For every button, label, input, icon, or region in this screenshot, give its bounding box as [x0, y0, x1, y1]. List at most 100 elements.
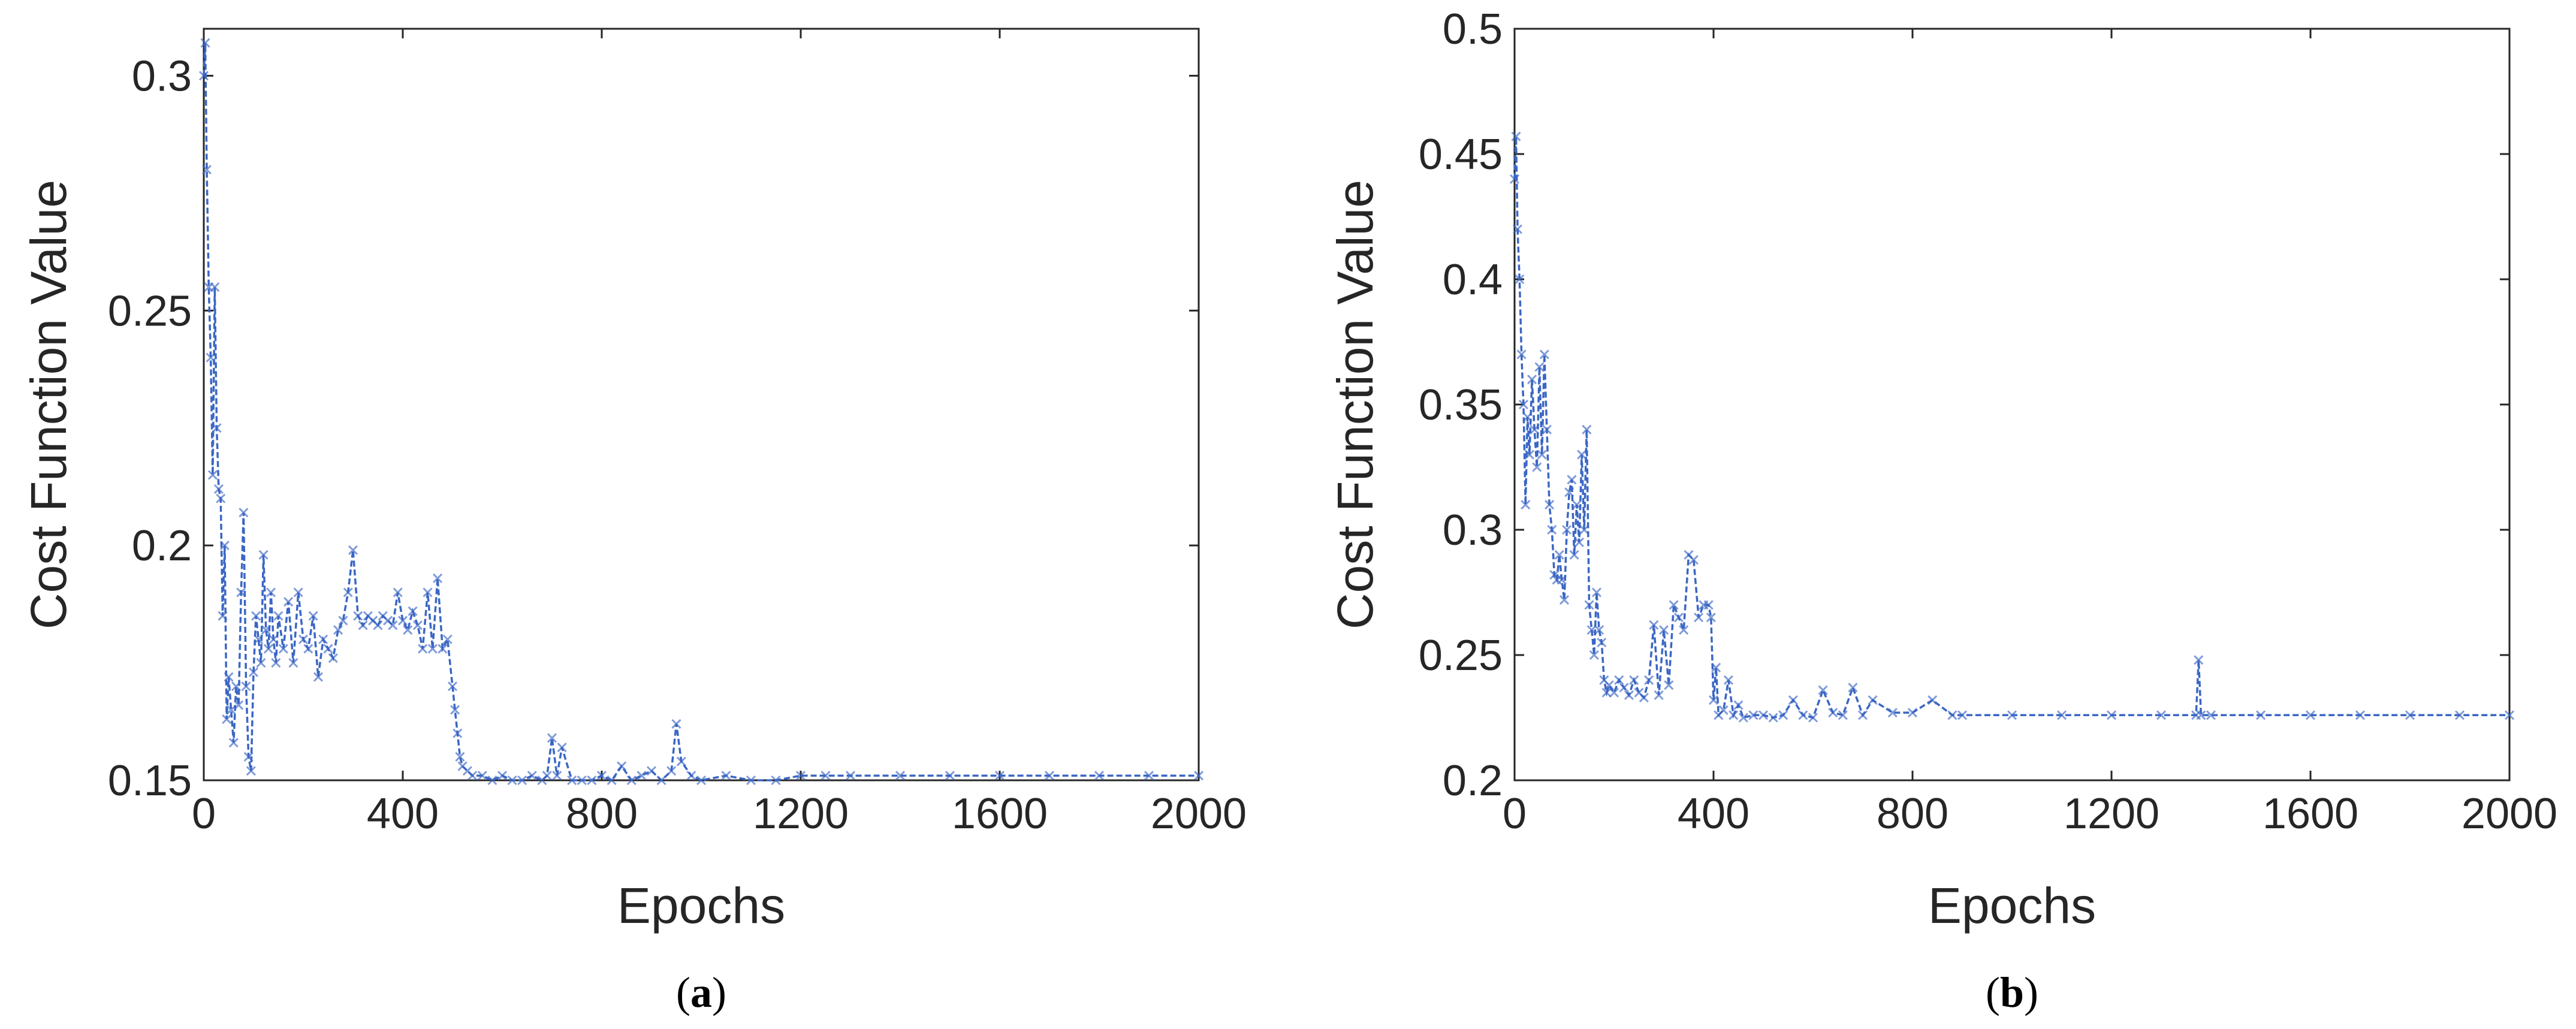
data-point-a-15 [228, 738, 239, 748]
data-point-a-44 [328, 653, 338, 663]
series-group-a [198, 38, 1204, 786]
data-point-b-69 [1738, 713, 1748, 723]
data-point-b-1 [1511, 131, 1521, 141]
caption-b: (b) [1986, 968, 2038, 1016]
data-point-a-34 [278, 644, 288, 654]
x-tick-label-a-2: 800 [566, 790, 638, 838]
data-point-a-66 [438, 644, 448, 654]
data-point-b-9 [1527, 375, 1537, 385]
data-point-a-76 [487, 775, 497, 786]
data-point-b-47 [1639, 692, 1649, 703]
y-tick-label-a-0: 0.15 [108, 757, 192, 805]
data-point-a-12 [222, 714, 232, 725]
data-point-a-80 [527, 771, 537, 781]
plot-area-b [1513, 28, 2511, 781]
data-point-b-62 [1708, 695, 1719, 705]
data-point-b-78 [1828, 708, 1838, 718]
x-tick-label-b-2: 800 [1877, 790, 1948, 838]
data-point-a-102 [746, 775, 756, 786]
data-point-a-25 [254, 634, 264, 644]
data-point-a-57 [393, 587, 403, 598]
data-point-a-53 [373, 620, 383, 630]
y-tick-label-b-5: 0.45 [1419, 131, 1503, 179]
y-tick-label-a-1: 0.2 [132, 522, 192, 570]
data-point-a-41 [313, 672, 323, 682]
data-point-b-50 [1654, 690, 1664, 700]
data-point-b-60 [1703, 600, 1714, 610]
data-point-b-86 [1947, 710, 1957, 720]
data-point-b-44 [1624, 690, 1634, 700]
data-point-b-75 [1798, 710, 1808, 720]
data-point-b-29 [1576, 449, 1587, 460]
data-point-b-30 [1579, 524, 1589, 535]
data-point-b-65 [1718, 705, 1729, 716]
data-point-a-46 [338, 615, 348, 626]
data-point-a-42 [318, 634, 328, 644]
data-point-a-56 [388, 620, 398, 630]
data-point-a-97 [671, 719, 681, 729]
data-point-a-69 [450, 705, 460, 715]
data-point-a-59 [403, 625, 413, 635]
data-point-b-17 [1547, 524, 1557, 535]
data-point-b-0 [1509, 174, 1520, 184]
data-point-b-72 [1768, 713, 1778, 723]
data-point-a-107 [895, 771, 906, 781]
data-point-b-36 [1594, 625, 1604, 635]
x-axis-ticks-a: 0 400 800 1200 1600 2000 [192, 29, 1247, 838]
x-axis-ticks-b: 0 400 800 1200 1600 2000 [1503, 29, 2557, 838]
data-point-a-47 [343, 587, 353, 598]
data-point-a-2 [201, 165, 212, 175]
data-point-b-49 [1649, 620, 1659, 630]
data-point-a-78 [507, 775, 517, 786]
data-point-a-40 [308, 611, 318, 621]
data-point-b-21 [1557, 575, 1567, 585]
data-point-b-74 [1788, 695, 1798, 705]
data-point-a-77 [497, 771, 508, 781]
x-tick-label-a-4: 1600 [952, 790, 1048, 838]
data-point-a-70 [453, 728, 463, 738]
data-point-a-64 [427, 644, 438, 654]
data-point-a-30 [266, 587, 276, 598]
data-point-b-97 [2305, 710, 2316, 720]
x-axis-label-a: Epochs [617, 877, 785, 934]
data-point-a-91 [617, 761, 627, 771]
data-point-b-52 [1664, 680, 1674, 690]
data-point-a-20 [241, 681, 251, 692]
data-point-b-35 [1591, 587, 1602, 598]
data-point-a-43 [323, 644, 333, 654]
data-point-a-95 [656, 775, 666, 786]
data-point-a-92 [626, 775, 637, 786]
data-point-a-14 [226, 705, 236, 715]
data-point-b-40 [1604, 680, 1614, 690]
data-point-b-34 [1589, 650, 1599, 660]
data-point-a-19 [239, 508, 249, 518]
data-point-b-85 [1928, 695, 1938, 705]
y-axis-ticks-b: 0.2 0.25 0.3 0.35 0.4 0.45 0.5 [1419, 5, 2509, 805]
data-point-b-31 [1582, 424, 1592, 434]
data-point-b-8 [1524, 449, 1534, 460]
data-point-a-21 [243, 752, 254, 762]
data-point-a-10 [218, 611, 228, 621]
data-point-b-27 [1571, 500, 1582, 510]
data-point-b-79 [1838, 710, 1848, 720]
data-point-a-29 [263, 644, 273, 654]
x-tick-label-b-0: 0 [1503, 790, 1527, 838]
data-point-b-22 [1559, 595, 1570, 605]
data-point-b-5 [1518, 399, 1529, 410]
data-point-a-106 [845, 771, 856, 781]
data-point-b-53 [1669, 600, 1679, 610]
data-point-a-108 [945, 771, 955, 781]
data-point-a-68 [447, 681, 458, 692]
data-point-a-50 [358, 620, 368, 630]
data-point-a-26 [256, 657, 266, 668]
data-point-a-111 [1094, 771, 1105, 781]
data-point-a-112 [1144, 771, 1154, 781]
data-point-b-12 [1534, 362, 1545, 372]
caption-close-paren-a: ) [712, 968, 726, 1016]
data-point-b-68 [1733, 700, 1744, 710]
data-point-b-76 [1808, 713, 1818, 723]
data-point-b-6 [1521, 500, 1531, 510]
data-point-b-39 [1601, 687, 1612, 698]
data-point-b-37 [1597, 638, 1607, 648]
data-point-b-10 [1530, 424, 1540, 434]
